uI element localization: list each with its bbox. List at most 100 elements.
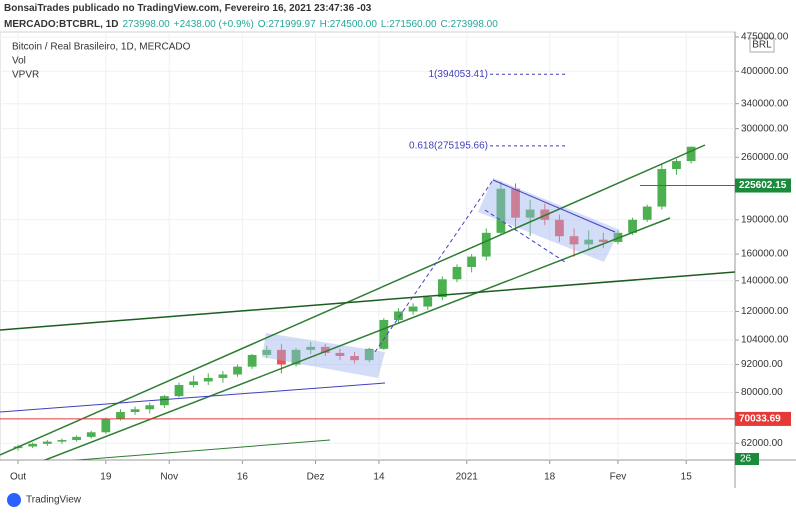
- candle-body: [116, 412, 125, 420]
- y-tick-label: 300000.00: [741, 123, 789, 134]
- fib-label: 0.618(275195.66): [409, 141, 488, 152]
- y-tick-label: 190000.00: [741, 214, 789, 225]
- candle-body: [496, 188, 506, 233]
- candle-body: [233, 366, 242, 375]
- candle-body: [306, 346, 316, 350]
- low: L:271560.00: [381, 19, 437, 30]
- trend-line: [43, 217, 671, 460]
- footer: TradingView: [26, 495, 82, 506]
- candle-body: [642, 206, 652, 220]
- currency-box: [749, 37, 775, 53]
- trend-line: [0, 271, 735, 331]
- candle-body: [452, 266, 462, 280]
- x-tick-label: Out: [10, 472, 26, 483]
- candle-body: [467, 256, 477, 267]
- range-box: [262, 333, 385, 378]
- y-tick-label: 140000.00: [741, 275, 789, 286]
- candle-body: [437, 279, 447, 298]
- trend-line: [71, 439, 331, 460]
- candle-body: [584, 239, 594, 245]
- candle-body: [189, 381, 199, 386]
- x-tick-label: Fev: [610, 472, 627, 483]
- candle-body: [28, 443, 38, 447]
- candle-body: [42, 441, 52, 444]
- candle-body: [657, 169, 667, 207]
- candle-body: [569, 236, 579, 245]
- price-label-bg: [735, 411, 791, 426]
- x-tick-label: 18: [544, 472, 556, 483]
- plot-area: [0, 32, 735, 460]
- candle-body: [159, 396, 169, 406]
- candle-body: [511, 188, 520, 218]
- candle-body: [598, 239, 608, 242]
- candle-body: [72, 436, 81, 441]
- logo: [7, 493, 21, 507]
- author-line: BonsaiTrades publicado no TradingView.co…: [4, 3, 372, 14]
- candle-body: [277, 349, 286, 365]
- y-tick-label: 104000.00: [741, 335, 789, 346]
- candle-body: [628, 219, 637, 233]
- legend-volume: Vol: [12, 56, 26, 67]
- candle-body: [555, 219, 564, 237]
- candle-body: [423, 297, 433, 307]
- price-label: 225602.15: [739, 180, 787, 191]
- x-tick-label: Dez: [307, 472, 325, 483]
- range-box: [478, 178, 620, 262]
- candle-body: [481, 232, 491, 257]
- candle-body: [379, 319, 389, 349]
- candle-body: [218, 374, 228, 378]
- candle-body: [145, 405, 155, 410]
- change: +2438.00 (+0.9%): [174, 19, 254, 30]
- price-label-bg: [735, 178, 791, 193]
- candle-body: [686, 146, 696, 162]
- open: O:271999.97: [258, 19, 316, 30]
- last-price: 273998.00: [122, 19, 170, 30]
- candle-body: [350, 355, 359, 361]
- candle-body: [408, 306, 418, 312]
- drawings: [0, 144, 735, 460]
- candle-body: [203, 377, 213, 382]
- price-label: 70033.69: [739, 414, 781, 425]
- candle-body: [101, 419, 111, 433]
- candle-body: [174, 385, 184, 397]
- quote-line: MERCADO:BTCBRL, 1D 273998.00 +2438.00 (+0.…: [4, 19, 498, 30]
- candle-body: [394, 311, 403, 320]
- legend-title: Bitcoin / Real Brasileiro, 1D, MERCADO: [12, 42, 191, 53]
- candle-body: [262, 349, 272, 355]
- x-tick-label: 2021: [456, 472, 479, 483]
- y-tick-label: 260000.00: [741, 152, 789, 163]
- trend-line: [492, 179, 616, 233]
- symbol: MERCADO:BTCBRL, 1D: [4, 19, 118, 30]
- x-tick-label: 19: [100, 472, 112, 483]
- x-tick-label: Nov: [160, 472, 178, 483]
- projection-line: [484, 209, 566, 263]
- trend-line: [0, 382, 386, 413]
- y-tick-label: 475000.00: [741, 32, 789, 43]
- legend-profile: VPVR: [12, 70, 39, 81]
- y-tick-label: 80000.00: [741, 387, 783, 398]
- candle-body: [57, 440, 67, 442]
- candle-body: [291, 349, 301, 365]
- close: C:273998.00: [441, 19, 499, 30]
- candle-body: [320, 346, 330, 353]
- y-tick-label: 160000.00: [741, 249, 789, 260]
- volume-label-bg: [735, 453, 759, 465]
- candle-body: [672, 161, 681, 170]
- y-tick-label: 120000.00: [741, 306, 789, 317]
- candle-body: [247, 354, 257, 367]
- y-tick-label: 62000.00: [741, 438, 783, 449]
- candle-body: [335, 352, 345, 356]
- high: H:274500.00: [320, 19, 378, 30]
- candle-body: [364, 348, 374, 361]
- x-tick-label: 14: [373, 472, 385, 483]
- candle-body: [86, 432, 96, 437]
- y-tick-label: 92000.00: [741, 359, 783, 370]
- candle-body: [130, 409, 140, 413]
- volume-label: 26: [740, 454, 752, 465]
- y-tick-label: 400000.00: [741, 66, 789, 77]
- y-tick-label: 340000.00: [741, 98, 789, 109]
- author: BonsaiTrades publicado no TradingView.co…: [4, 3, 372, 14]
- currency: BRL: [752, 40, 772, 51]
